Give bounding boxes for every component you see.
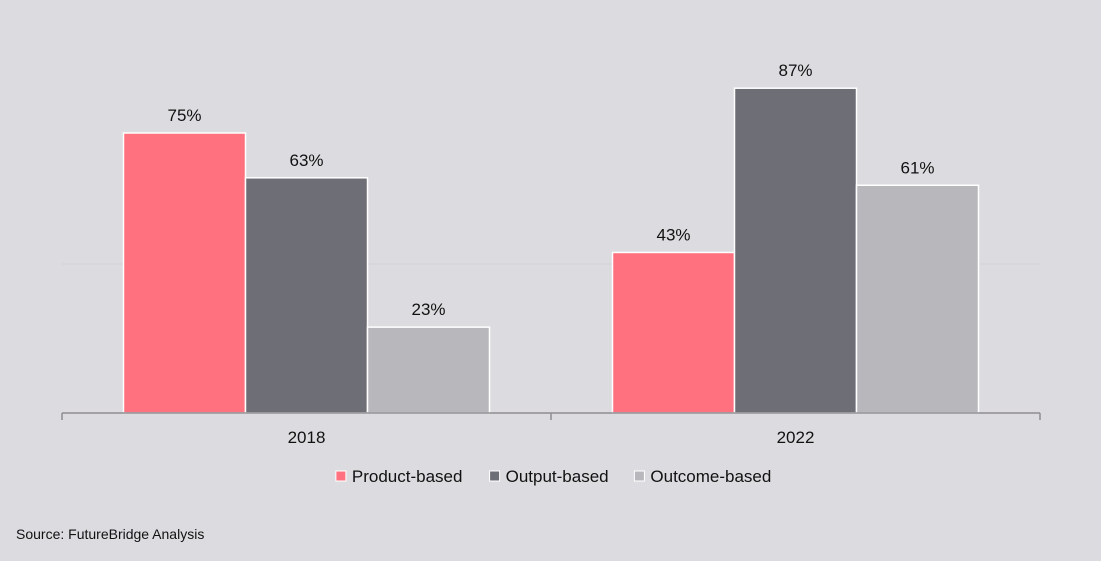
x-tick-label: 2018 xyxy=(288,428,326,447)
bar-output-based-2022 xyxy=(733,87,858,414)
bar-output-based-2018 xyxy=(244,177,369,414)
data-label: 43% xyxy=(656,225,690,244)
bar-product-based-2022 xyxy=(611,251,736,414)
legend-label: Output-based xyxy=(506,467,609,486)
legend-swatch xyxy=(335,470,347,482)
legend-label: Product-based xyxy=(352,467,463,486)
data-label: 23% xyxy=(411,300,445,319)
bar-outcome-based-2022 xyxy=(855,184,980,414)
legend-swatch xyxy=(633,470,645,482)
x-tick-label: 2022 xyxy=(777,428,815,447)
legend-label: Outcome-based xyxy=(650,467,771,486)
legend-swatch xyxy=(489,470,501,482)
data-label: 61% xyxy=(900,158,934,177)
data-label: 63% xyxy=(289,151,323,170)
bar-outcome-based-2018 xyxy=(366,326,491,414)
source-note: Source: FutureBridge Analysis xyxy=(16,526,205,542)
data-label: 75% xyxy=(167,106,201,125)
data-label: 87% xyxy=(778,61,812,80)
bar-product-based-2018 xyxy=(122,132,247,414)
